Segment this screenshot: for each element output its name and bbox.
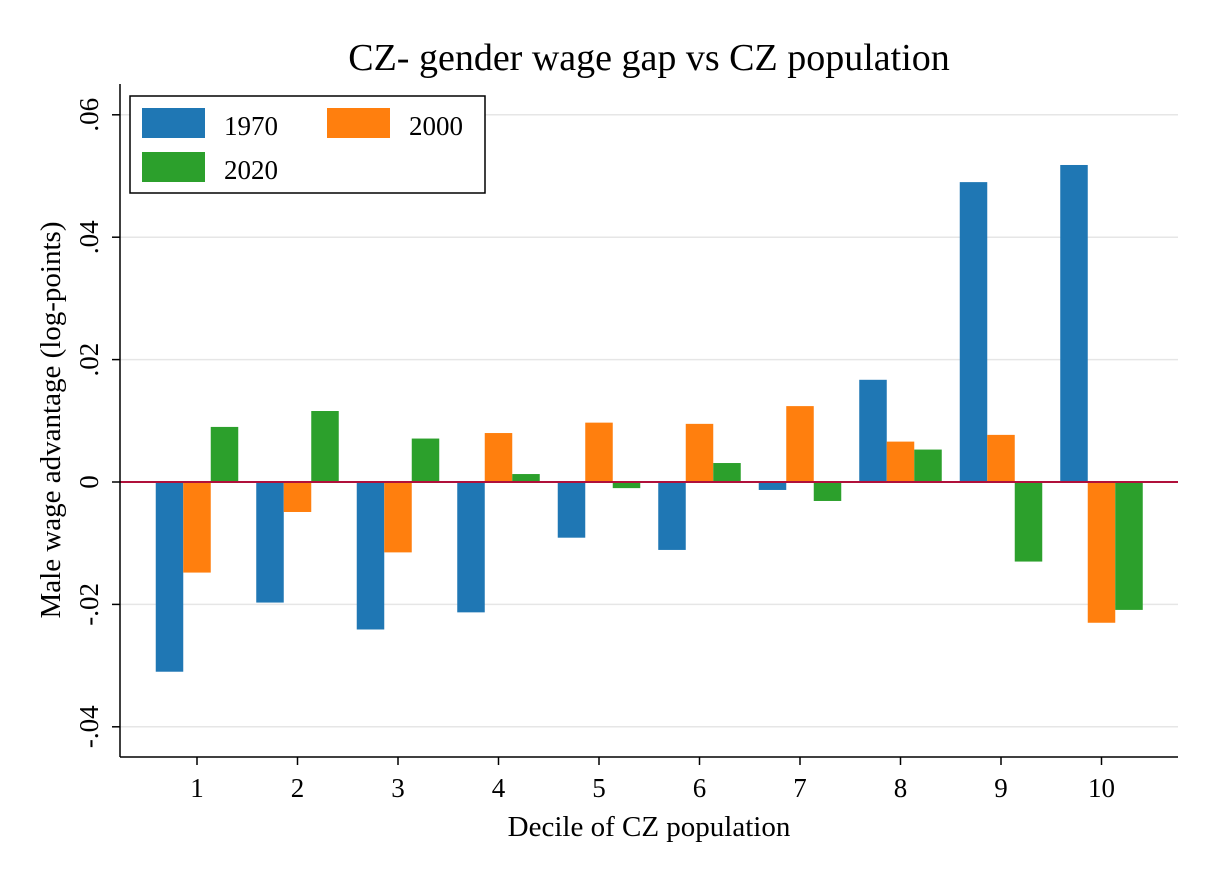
x-tick-label: 2 [291,773,305,803]
legend-label: 2000 [409,111,463,141]
x-tick-label: 4 [492,773,506,803]
legend-swatch [142,108,205,138]
bar [411,438,440,482]
bar [256,482,284,603]
bar [457,482,485,613]
legend-label: 2020 [224,155,278,185]
bar [1060,164,1088,482]
grid-lines [120,114,1178,728]
bar [1014,482,1043,562]
bar [886,441,915,482]
y-tick-label: 0 [74,475,104,489]
chart-title: CZ- gender wage gap vs CZ population [348,37,950,79]
bar [155,482,184,672]
bar [1115,482,1143,610]
bar [1087,482,1116,623]
bar [959,182,988,482]
y-tick-label: .04 [74,220,104,254]
y-tick-label: .02 [74,343,104,377]
legend-swatch [142,152,205,182]
bar [210,426,239,482]
bar [859,379,887,482]
y-tick-label: -.04 [74,705,104,748]
x-tick-label: 7 [793,773,807,803]
bar [356,482,385,630]
x-tick-labels: 1 2 3 4 5 6 7 8 9 10 [190,773,1115,803]
x-tick-label: 5 [592,773,606,803]
bar [914,449,942,482]
bar [557,482,586,538]
bar [384,482,412,553]
bar [685,423,714,482]
bar [612,482,641,489]
x-tick-label: 6 [693,773,707,803]
legend-label: 1970 [224,111,278,141]
y-tick-label: -.02 [74,583,104,626]
x-tick-label: 10 [1088,773,1115,803]
bar [484,433,513,482]
x-tick-label: 8 [894,773,908,803]
x-tick-label: 1 [190,773,204,803]
bar [585,422,613,482]
bar [658,482,686,550]
x-tick-label: 9 [994,773,1008,803]
bar [283,482,312,512]
bars [155,164,1143,672]
axes [112,84,1178,765]
bar [786,406,814,482]
bar [183,482,211,573]
bar [713,463,741,482]
y-tick-label: .06 [74,98,104,132]
legend-swatch [327,108,390,138]
x-tick-label: 3 [391,773,405,803]
bar [311,411,339,482]
x-axis-label: Decile of CZ population [508,811,791,843]
bar [758,482,787,490]
bar [512,474,540,482]
bar [987,434,1015,482]
y-tick-labels: -.04 -.02 0 .02 .04 .06 [74,98,104,748]
y-axis-label: Male wage advantage (log-points) [35,222,67,619]
bar [813,482,842,501]
legend: 1970 2000 2020 [129,95,486,194]
